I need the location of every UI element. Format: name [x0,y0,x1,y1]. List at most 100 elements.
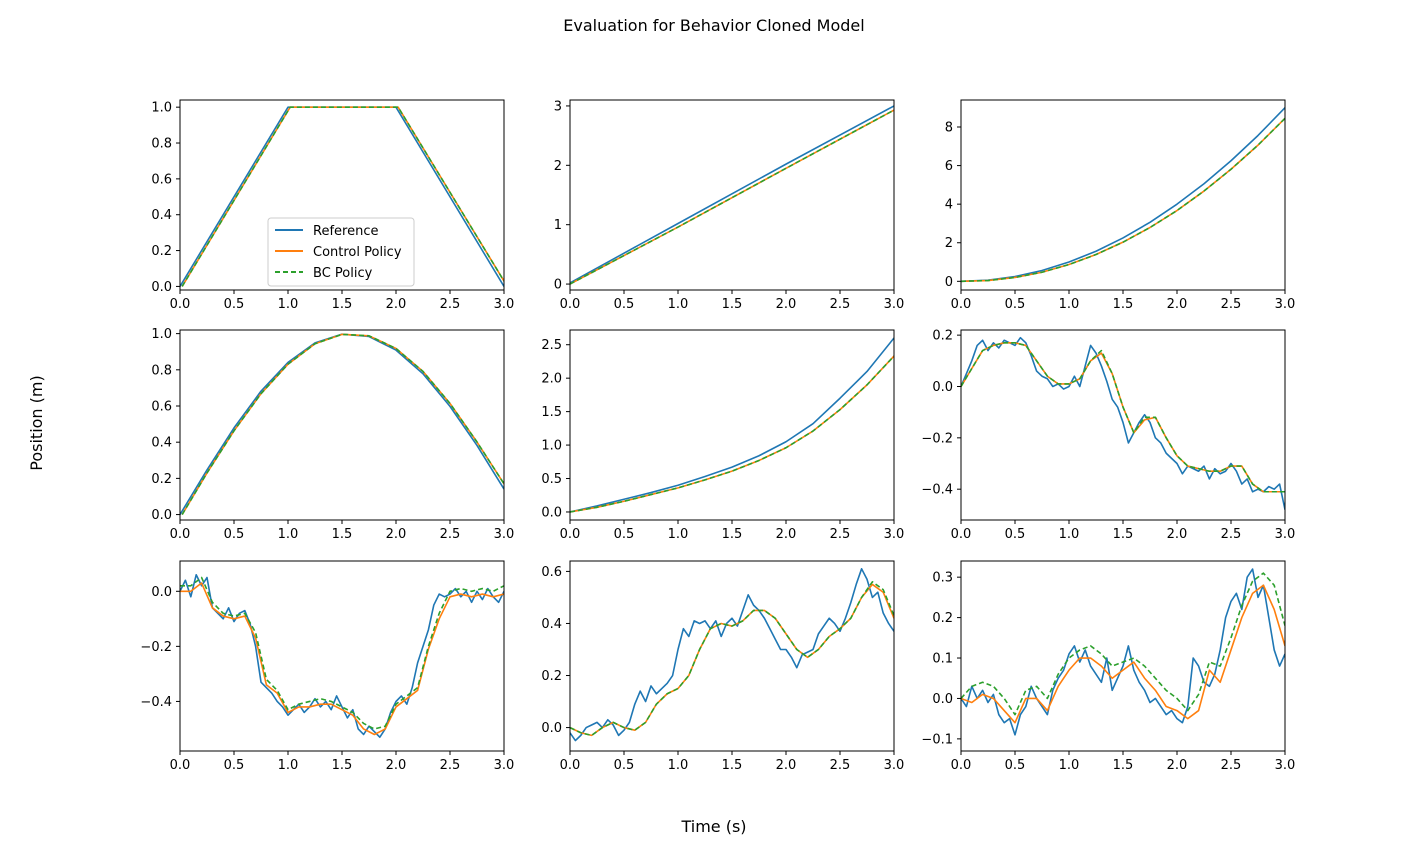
x-tick-label: 0.5 [1005,758,1026,773]
series-line-bc-policy [180,576,504,730]
series-line-bc-policy [570,355,894,513]
x-tick-label: 1.5 [1113,758,1134,773]
series-line-reference [180,573,504,739]
x-tick-label: 0.0 [951,527,972,542]
x-tick-label: 3.0 [494,297,515,312]
x-tick-label: 2.5 [1221,758,1242,773]
x-tick-label: 0.5 [614,527,635,542]
series-line-bc-policy [181,333,504,515]
y-tick-label: 6 [945,159,953,174]
y-tick-label: 0.0 [151,280,172,295]
y-tick-label: 0.1 [932,652,953,667]
y-tick-label: 0.8 [151,137,172,152]
subplot-3: 0.0 0.5 1.0 1.5 2.0 2.5 3.0 0 2 4 6 8 [945,99,1296,312]
y-tick-label: 0.0 [541,505,562,520]
x-tick-label: 1.5 [1113,297,1134,312]
subplot-series-group [961,336,1285,510]
series-line-bc-policy [961,572,1285,716]
y-tick-label: 0.6 [541,565,562,580]
y-tick-label: 0.2 [932,329,953,344]
y-tick-label: 0.0 [541,721,562,736]
subplot-series-group [570,105,894,285]
legend-frame [267,217,415,287]
x-tick-label: 1.0 [1059,297,1080,312]
x-tick-label: 0.0 [170,758,191,773]
y-tick-label: 0.0 [932,692,953,707]
y-tick-label: 0 [945,275,953,290]
x-tick-label: 2.5 [440,527,461,542]
series-line-bc-policy [181,106,504,287]
subplot-series-group [570,568,894,742]
y-tick-label: −0.2 [921,431,953,446]
x-tick-label: 2.5 [1221,297,1242,312]
x-tick-label: 0.0 [951,758,972,773]
subplot-series-group [180,106,504,287]
x-tick-label: 1.5 [722,527,743,542]
series-line-reference [570,568,894,742]
x-tick-label: 0.0 [170,297,191,312]
x-tick-label: 3.0 [884,297,905,312]
x-tick-label: 3.0 [1275,758,1296,773]
series-line-reference [570,105,894,284]
y-tick-label: 1.0 [151,101,172,116]
x-tick-label: 2.0 [1167,758,1188,773]
y-tick-label: 0.4 [541,617,562,632]
x-tick-label: 2.0 [776,758,797,773]
subplot-4: 0.0 0.5 1.0 1.5 2.0 2.5 3.0 0.0 0.2 0.4 0.6 0.8 1.0 [151,327,514,542]
y-tick-label: −0.4 [921,483,953,498]
x-tick-label: 0.0 [170,527,191,542]
series-line-bc-policy [961,342,1285,493]
y-tick-label: 0.2 [151,244,172,259]
y-tick-label: 0.3 [932,571,953,586]
y-tick-label: 4 [945,198,953,213]
x-tick-label: 3.0 [884,527,905,542]
x-tick-label: 3.0 [884,758,905,773]
x-tick-label: 0.0 [560,297,581,312]
subplot-9: 0.0 0.5 1.0 1.5 2.0 2.5 3.0 −0.1 0.0 0.1 0.2 0.3 [921,560,1296,773]
x-tick-label: 1.0 [668,527,689,542]
y-tick-label: 1.0 [151,327,172,342]
legend-label-bc-policy: BC Policy [313,266,373,281]
subplot-series-group [961,107,1285,283]
y-tick-label: 2 [945,236,953,251]
y-tick-label: 2.5 [541,338,562,353]
x-tick-label: 2.5 [830,527,851,542]
y-tick-label: 0 [554,278,562,293]
subplot-6: 0.0 0.5 1.0 1.5 2.0 2.5 3.0 −0.4 −0.2 0.0 0.2 [921,329,1295,542]
series-line-reference [961,568,1285,736]
x-tick-label: 0.5 [1005,527,1026,542]
y-tick-label: 0.2 [151,472,172,487]
x-tick-label: 1.0 [668,297,689,312]
x-tick-label: 2.5 [440,297,461,312]
legend: Reference Control Policy BC Policy [267,217,415,287]
x-tick-label: 1.0 [1059,758,1080,773]
y-tick-label: 2 [554,159,562,174]
x-tick-label: 3.0 [1275,297,1296,312]
y-tick-label: 0.2 [932,611,953,626]
legend-label-reference: Reference [313,224,378,239]
series-line-reference [570,337,894,513]
y-tick-label: 0.5 [541,472,562,487]
y-tick-label: 0.0 [151,508,172,523]
x-tick-label: 1.0 [278,527,299,542]
y-tick-label: 0.8 [151,363,172,378]
subplot-1: 0.0 0.5 1.0 1.5 2.0 2.5 3.0 0.0 0.2 0.4 0.6 0.8 1.0 [151,99,515,312]
x-tick-label: 2.0 [386,758,407,773]
series-line-control-policy [180,582,504,736]
y-tick-label: 0.0 [151,585,172,600]
figure-title: Evaluation for Behavior Cloned Model [563,16,864,35]
subplot-grid: 0.0 0.5 1.0 1.5 2.0 2.5 3.0 0.0 0.2 0.4 0.6 0.8 1.0 0… [140,99,1295,773]
x-tick-label: 0.0 [560,758,581,773]
series-line-reference [961,107,1285,283]
y-tick-label: 0.6 [151,400,172,415]
x-tick-label: 1.5 [722,297,743,312]
subplot-7: 0.0 0.5 1.0 1.5 2.0 2.5 3.0 −0.4 −0.2 0.0 [140,560,514,773]
x-tick-label: 2.5 [1221,527,1242,542]
x-tick-label: 0.5 [224,297,245,312]
x-tick-label: 3.0 [494,527,515,542]
x-tick-label: 0.5 [614,297,635,312]
series-line-bc-policy [570,581,894,737]
x-tick-label: 2.0 [776,527,797,542]
